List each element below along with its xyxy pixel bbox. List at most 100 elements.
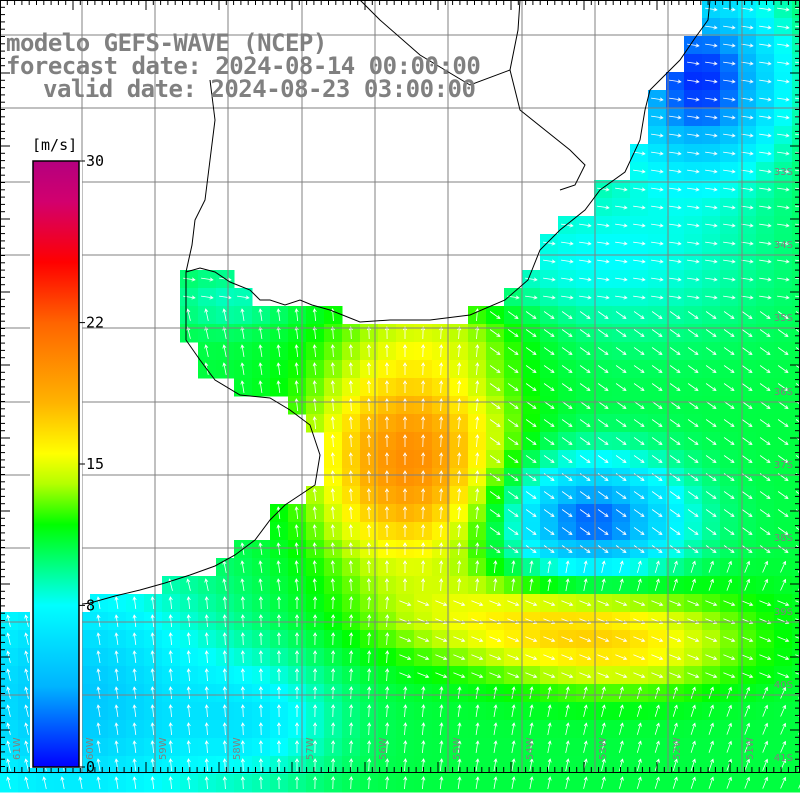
wind-vector [507, 311, 519, 319]
wind-vector [421, 344, 426, 358]
wind-vector [723, 509, 735, 517]
wind-vector [579, 437, 591, 445]
wind-vector [529, 722, 534, 735]
wind-vector [183, 295, 196, 300]
wind-vector [723, 295, 736, 300]
wind-vector [633, 259, 646, 264]
wind-vector [705, 97, 718, 102]
wind-vector [690, 776, 696, 789]
wind-vector [669, 205, 682, 210]
wind-vector [741, 455, 753, 463]
wind-vector [439, 434, 444, 448]
wind-vector [312, 326, 317, 340]
wind-vector [633, 365, 645, 373]
wind-vector [507, 401, 519, 409]
wind-vector [421, 704, 426, 718]
wind-vector [276, 326, 281, 339]
wind-vector [795, 545, 800, 549]
wind-vector [705, 636, 718, 642]
wind-vector [453, 654, 466, 660]
wind-vector [439, 380, 444, 394]
wind-vector [561, 636, 574, 642]
wind-vector [489, 401, 501, 409]
wind-vector [687, 61, 700, 66]
wind-vector [240, 632, 245, 646]
wind-vector [619, 578, 624, 591]
wind-vector [633, 654, 646, 660]
wind-vector [669, 672, 682, 678]
wind-vector [615, 419, 627, 427]
wind-vector [579, 419, 591, 427]
wind-vector [741, 25, 754, 30]
wind-vector [276, 506, 281, 519]
wind-vector [222, 632, 227, 646]
wind-vector [669, 491, 681, 499]
wind-vector [186, 632, 191, 646]
wind-vector [294, 758, 300, 771]
wind-vector [636, 722, 642, 735]
wind-speed-cell [792, 756, 800, 775]
wind-vector [687, 545, 699, 553]
wind-vector [561, 329, 573, 337]
wind-vector [669, 455, 681, 463]
colorbar-ticks: 30 22 15 8 0 [79, 152, 104, 776]
wind-vector [615, 347, 627, 355]
wind-vector [24, 758, 29, 771]
wind-vector [186, 650, 191, 664]
wind-vector [366, 362, 371, 376]
wind-vector [687, 383, 699, 391]
wind-vector [240, 362, 245, 375]
wind-vector [744, 704, 750, 717]
wind-vector [669, 527, 681, 535]
wind-vector [294, 650, 300, 663]
wind-vector [114, 668, 119, 681]
wind-speed-cell [792, 342, 800, 361]
wind-vector [348, 470, 353, 484]
wind-vector [741, 79, 754, 84]
wind-vector [777, 600, 790, 606]
wind-vector [579, 600, 592, 606]
wind-vector [439, 776, 444, 790]
wind-vector [672, 740, 678, 753]
wind-vector [547, 560, 552, 573]
wind-vector [777, 25, 790, 30]
wind-vector [114, 740, 119, 753]
wind-vector [777, 259, 790, 264]
longitude-label: 54W [525, 737, 536, 760]
wind-vector [651, 259, 664, 264]
wind-vector [741, 545, 753, 553]
wind-vector [349, 596, 354, 610]
wind-vector [276, 578, 281, 591]
wind-vector [475, 326, 480, 340]
wind-vector [313, 758, 318, 772]
wind-vector [439, 758, 444, 772]
wind-vector [331, 776, 336, 790]
wind-vector [561, 347, 573, 355]
wind-vector [384, 488, 389, 502]
wind-vector [561, 509, 573, 517]
wind-vector [561, 311, 573, 319]
latitude-label: 40S [774, 680, 793, 691]
wind-vector [366, 524, 371, 538]
wind-vector [312, 506, 317, 520]
wind-vector [687, 672, 700, 678]
wind-vector [777, 43, 790, 48]
wind-vector [348, 560, 353, 574]
wind-vector [705, 7, 718, 12]
wind-vector [723, 401, 735, 409]
wind-vector [795, 187, 800, 190]
wind-vector [240, 614, 245, 628]
wind-vector [597, 636, 610, 642]
wind-vector [615, 654, 628, 660]
wind-vector [435, 636, 448, 642]
wind-vector [525, 545, 537, 553]
wind-vector [507, 654, 520, 660]
wind-vector [24, 632, 29, 645]
wind-vector [471, 600, 484, 606]
wind-vector [579, 241, 592, 246]
wind-vector [475, 416, 480, 430]
lat-lon-grid [0, 0, 800, 772]
wind-vector [402, 524, 408, 537]
wind-vector [402, 506, 408, 519]
wind-vector [759, 169, 772, 174]
